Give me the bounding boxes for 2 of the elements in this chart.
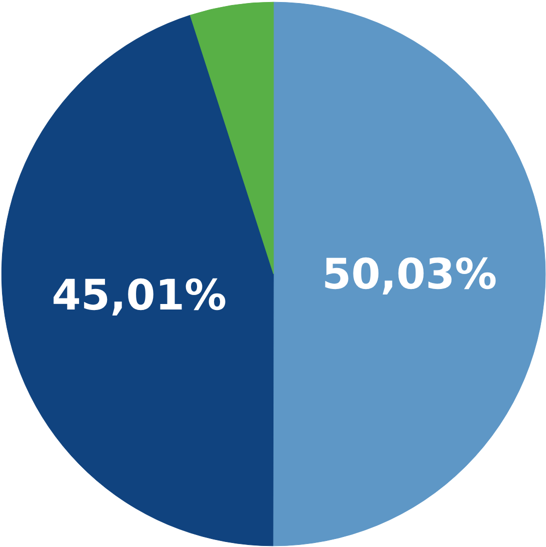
data-label: 45,01% (52, 270, 227, 320)
data-label: 50,03% (322, 250, 497, 299)
